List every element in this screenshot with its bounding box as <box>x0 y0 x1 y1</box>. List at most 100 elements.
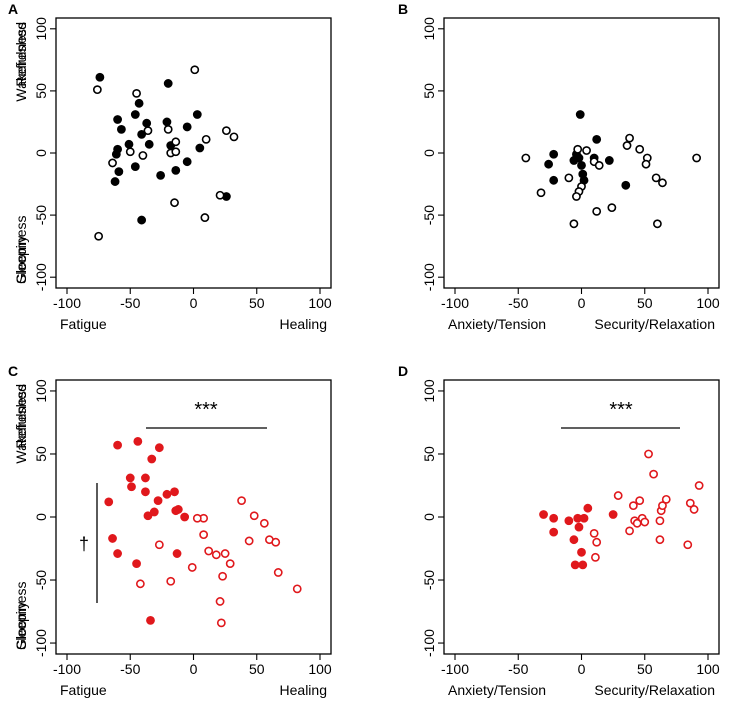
panel-a: A -100 -50 0 50 100 -100 -50 0 50 100 Fatigue Healin… <box>8 1 332 332</box>
data-point-open <box>694 481 704 490</box>
x-label-right: Healing <box>280 316 327 332</box>
data-point-open <box>204 546 214 556</box>
panel-label: A <box>8 1 18 17</box>
y-tick-label: 0 <box>33 149 49 157</box>
data-point-open <box>635 496 645 506</box>
y-tick-label: -50 <box>33 205 49 225</box>
data-point-filled <box>579 513 589 523</box>
x-tick-label: -100 <box>441 295 469 311</box>
data-point-filled <box>141 473 150 483</box>
y-tick-label: -50 <box>421 570 437 590</box>
x-tick-label: 50 <box>637 295 653 311</box>
y-tick-label: 50 <box>421 83 437 99</box>
x-tick-label: -50 <box>120 295 140 311</box>
data-point-filled <box>113 549 122 558</box>
data-point-open <box>244 536 254 546</box>
x-label-right: Security/Relaxation <box>594 682 715 698</box>
data-point-filled <box>570 560 580 570</box>
data-point-open <box>249 511 259 521</box>
y-tick-label: 100 <box>33 17 49 41</box>
data-point-filled <box>162 489 172 499</box>
data-point-open <box>292 584 302 594</box>
y-label-top: Wakefulness <box>13 384 29 464</box>
data-point-open <box>613 491 623 500</box>
data-point-open <box>192 513 202 523</box>
data-point-filled <box>163 79 173 88</box>
data-point-open <box>625 526 634 536</box>
x-tick-label: 100 <box>308 661 332 677</box>
data-point-open <box>536 188 546 198</box>
data-point-filled <box>147 454 157 464</box>
x-tick-label: -50 <box>508 661 528 677</box>
data-point-filled <box>127 482 136 492</box>
data-point-open <box>135 579 145 589</box>
data-point-open <box>683 540 693 550</box>
data-point-open <box>225 559 235 569</box>
data-point-open <box>658 178 667 188</box>
y-tick-label: 100 <box>421 17 437 41</box>
data-point-open <box>649 469 659 479</box>
data-point-open <box>216 618 226 628</box>
data-point-filled <box>110 177 120 186</box>
data-point-filled <box>162 117 172 127</box>
x-label-left: Fatigue <box>60 682 107 698</box>
data-point-filled <box>108 534 117 543</box>
x-label-left: Anxiety/Tension <box>448 682 546 698</box>
data-point-open <box>125 147 135 157</box>
data-point-open <box>685 498 695 508</box>
data-point-filled <box>574 522 584 532</box>
x-tick-label: -100 <box>53 295 81 311</box>
panels-group: A -100 -50 0 50 100 -100 -50 0 50 100 Fatigue Healin… <box>8 1 720 698</box>
data-point-open <box>218 571 227 581</box>
data-point-filled <box>137 215 147 225</box>
panel-d: D -100 -50 0 50 100 -100 -50 0 50 100 Anxiety/Tensi… <box>13 363 720 698</box>
y-tick-label: 100 <box>421 379 437 403</box>
data-point-open <box>211 550 221 560</box>
data-point-open <box>171 147 181 157</box>
y-label-bottom: Gloomy <box>13 602 29 650</box>
data-point-filled <box>182 122 192 132</box>
data-point-open <box>625 133 634 143</box>
data-point-open <box>607 203 617 213</box>
data-point-open <box>271 537 281 547</box>
data-point-filled <box>170 487 179 497</box>
y-label-bottom: Gloomy <box>13 236 29 284</box>
data-point-filled <box>104 497 114 507</box>
panel-b: B -100 -50 0 50 100 -100 -50 0 50 100 Anxiety/Tensi… <box>13 1 720 332</box>
data-point-filled <box>134 98 144 108</box>
y-tick-label: -100 <box>33 629 49 657</box>
data-point-filled <box>171 506 181 516</box>
significance-label: *** <box>609 399 633 421</box>
data-point-open <box>594 161 604 170</box>
data-point-filled <box>114 167 124 177</box>
data-point-open <box>132 88 141 98</box>
x-tick-label: 100 <box>696 295 720 311</box>
y-label-top: Wakefulness <box>13 22 29 102</box>
data-point-open <box>190 65 200 75</box>
data-point-open <box>655 535 665 545</box>
data-point-filled <box>577 161 586 170</box>
data-point-open <box>569 219 579 229</box>
data-point-filled <box>144 139 154 149</box>
data-point-open <box>582 146 591 155</box>
data-point-open <box>166 576 176 586</box>
panel-label: B <box>398 1 408 17</box>
x-tick-label: 100 <box>308 295 332 311</box>
data-point-filled <box>544 159 554 169</box>
x-tick-label: 50 <box>249 661 265 677</box>
data-point-open <box>644 449 653 459</box>
x-label-left: Anxiety/Tension <box>448 316 546 332</box>
data-point-open <box>138 151 148 160</box>
y-label-bottom: Sleepiness <box>13 216 29 285</box>
data-point-filled <box>142 118 152 128</box>
data-point-open <box>273 568 283 577</box>
data-point-filled <box>156 170 166 180</box>
data-point-filled <box>569 535 579 545</box>
data-point-filled <box>564 516 574 526</box>
data-point-filled <box>549 513 559 523</box>
data-point-open <box>661 494 671 504</box>
data-point-open <box>221 126 231 136</box>
y-tick-label: -100 <box>421 629 437 657</box>
y-tick-label: 50 <box>33 446 49 462</box>
